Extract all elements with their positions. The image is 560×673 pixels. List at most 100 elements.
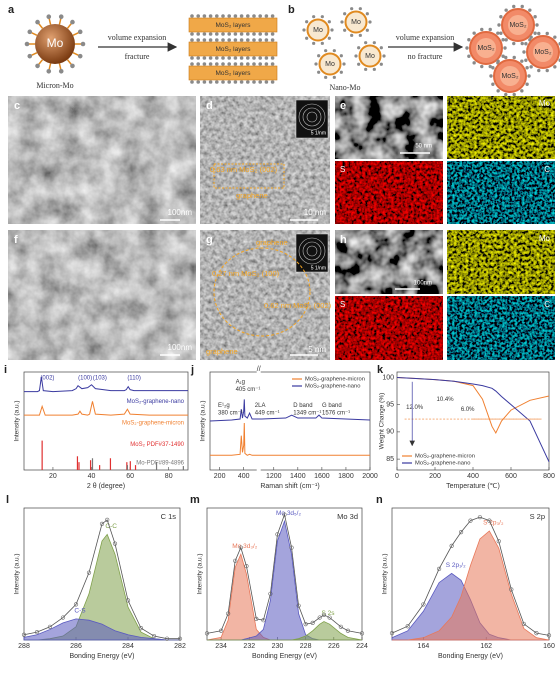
annotation: 405 cm⁻¹ [236,387,261,393]
image-label: Mo [539,99,551,108]
data-point [125,598,131,603]
caption: Nano-Mo [329,83,360,92]
ligand-head [364,67,368,71]
ligand-head [467,38,471,42]
image-label: 0.27 nm MoS₂ (100) [212,269,280,278]
ligand-head [364,41,368,45]
data-point [310,620,315,625]
saed-ring [306,111,318,123]
annotation: G band [322,403,342,409]
particle-label: Mo [365,53,375,60]
ligand-head [332,49,336,53]
ligand-head [246,32,250,36]
saed-ring [298,103,326,131]
mos2-core [500,66,520,86]
ligand-head [522,50,526,54]
annotation: (103) [93,375,107,381]
ligand-head [270,14,275,18]
data-point [138,626,144,631]
ligand-head [252,62,256,66]
x-tick-label: 200 [429,473,441,480]
ligand-head [365,28,369,32]
ligand-head [365,12,369,16]
particle-label: MoS₂ [509,22,526,29]
x-tick-label: 160 [543,643,555,650]
ligand-head [312,15,316,19]
ligand-head [196,38,200,42]
panel-label: h [340,234,347,246]
ligand-head [535,23,539,27]
panel-label: i [4,364,7,376]
image-label: 0.62 nm MoS₂ (002) [264,301,332,310]
ligand-head [246,62,250,66]
ligand-head [208,14,213,18]
ligand-head [80,41,86,47]
x-tick-label: 20 [49,473,57,480]
x-tick-label: 224 [356,643,368,650]
ligand-head [314,62,318,66]
saed-inset [295,99,329,139]
ligand-head [480,27,484,32]
ligand-head [202,80,207,84]
data-point [477,515,483,520]
image-label: 5 1/nm [311,265,326,271]
x-tick-label: 234 [215,643,227,650]
ligand-head [537,68,541,73]
ligand-head [58,68,64,74]
ligand-head [196,56,200,60]
annotation: 6.0% [461,407,475,413]
image-label: graphene [256,238,288,247]
x-tick-label: 226 [328,643,340,650]
image-label: Mo [539,234,551,243]
data-point [261,618,266,623]
ligand-head [258,62,263,66]
ligand-head [527,74,531,78]
tem-image [8,96,196,224]
ligand-head [208,38,213,42]
annotation: 1349 cm⁻¹ [293,411,321,417]
ligand-head [499,15,503,19]
peak-label: C-S [74,608,86,615]
ligand-head [524,58,528,62]
ligand-head [227,32,231,36]
ligand-head [270,38,275,42]
ligand-head [504,92,508,97]
haadf-image [335,230,443,294]
ligand-head [246,80,250,84]
ligand-head [504,55,508,60]
ligand-head [270,80,275,84]
ligand-head [227,80,231,84]
data-point [509,587,514,592]
ligand-head [221,56,225,60]
ligand-head [239,56,244,60]
ligand-head [221,38,225,42]
annotation: 10.4% [437,397,455,403]
image-label: C [544,165,550,174]
ligand-head [196,32,200,36]
annotation: E¹₂g [218,403,230,409]
ligand-head [35,63,40,69]
ligand-head [70,63,75,69]
ligand-head [208,80,213,84]
ligand-head [467,54,471,58]
y-axis-label: Intensity (a.u.) [200,400,207,441]
ligand-head [472,31,476,35]
ligand-head [358,33,362,37]
ligand-head [246,56,250,60]
ligand-head [227,56,231,60]
legend-label: MoS₂-graphene-micron [305,377,365,383]
ligand-head [252,14,256,18]
annotation: (100) [78,375,92,381]
ligand-head [258,14,263,18]
x-tick-label: 230 [272,643,284,650]
ligand-head [512,92,516,97]
ligand-head [221,80,225,84]
line [209,399,371,422]
x-tick-label: 282 [174,643,186,650]
ligand-head [488,64,492,69]
image-label: C [544,300,550,309]
x-tick-label: 286 [70,643,82,650]
ligand-head [239,32,244,36]
ligand-head [215,80,219,84]
line [24,376,188,393]
